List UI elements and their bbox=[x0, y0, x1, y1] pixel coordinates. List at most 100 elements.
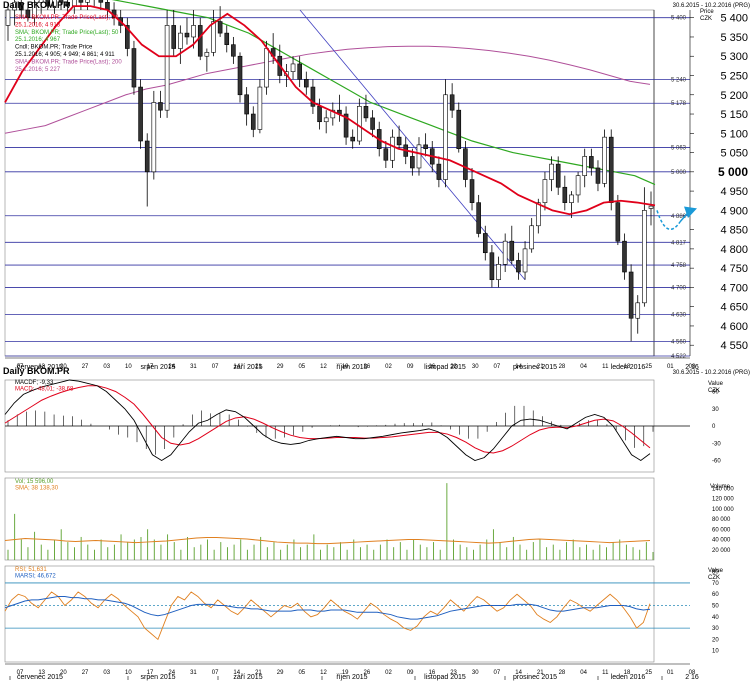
date-range-lower: 30.6.2015 - 10.2.2016 (PRG) bbox=[673, 370, 750, 376]
candle-body bbox=[18, 1, 24, 11]
candle-body bbox=[357, 106, 362, 142]
candle-body bbox=[131, 48, 137, 88]
candle-body bbox=[310, 86, 316, 107]
x-tick-label-bottom: 02 bbox=[385, 670, 392, 676]
candle-body bbox=[536, 202, 541, 227]
candle-body bbox=[204, 52, 210, 57]
candle-body bbox=[303, 79, 309, 88]
x-tick-label-top: 14 bbox=[233, 364, 240, 370]
volume-plot-area bbox=[4, 477, 655, 561]
month-label-top: listopad 2015 bbox=[424, 364, 466, 371]
candle-body bbox=[178, 32, 183, 49]
volume-legend-entry: SMA; 38 138,30 bbox=[15, 486, 59, 492]
price-tick-label: 4 750 bbox=[720, 263, 748, 275]
rsi-tick-label: 20 bbox=[712, 637, 719, 643]
candle-body bbox=[125, 25, 130, 49]
candle-body bbox=[469, 179, 475, 203]
level-label: 5 400 bbox=[671, 16, 687, 22]
price-axis-unit: CZK bbox=[700, 16, 712, 22]
macd-axis-unit: CZK bbox=[708, 388, 720, 394]
candle-body bbox=[257, 86, 263, 130]
volume-tick-label: 140 000 bbox=[712, 486, 734, 492]
volume-legend-entry: Vol; 15 596,00 bbox=[15, 479, 54, 485]
x-tick-label-bottom: 07 bbox=[494, 670, 501, 676]
x-tick-label-top: 19 bbox=[342, 364, 349, 370]
candle-body bbox=[575, 175, 581, 196]
sma50-line bbox=[111, 0, 656, 186]
x-tick-label-top: 04 bbox=[580, 364, 587, 370]
candle-body bbox=[410, 156, 415, 169]
rsi-tick-label: 50 bbox=[712, 604, 719, 610]
candle-body bbox=[582, 156, 588, 176]
level-label: 4 886 bbox=[671, 214, 687, 220]
x-tick-label-bottom: 21 bbox=[255, 670, 262, 676]
legend-entry: 25.1.2016; 4 905; 4 949; 4 861; 4 911 bbox=[15, 52, 115, 58]
legend-entry: SMA; BKOM.PR; Trade Price(Last); 20 bbox=[15, 15, 119, 21]
rsi-tick-label: 80 bbox=[712, 570, 719, 576]
candle-body bbox=[71, 0, 77, 7]
legend-entry: 25.1.2016; 5 227 bbox=[15, 67, 61, 73]
candle-body bbox=[138, 86, 143, 142]
price-tick-label: 5 250 bbox=[720, 71, 748, 83]
level-label: 5 063 bbox=[671, 146, 687, 152]
x-tick-label-top: 07 bbox=[494, 364, 501, 370]
month-label-top: leden 2016 bbox=[611, 364, 646, 371]
x-tick-label-top: 30 bbox=[472, 364, 479, 370]
candle-body bbox=[25, 9, 31, 19]
legend-entry: Cndl; BKOM.PR; Trade Price bbox=[15, 45, 93, 51]
x-tick-label-bottom: 07 bbox=[212, 670, 219, 676]
candle-body bbox=[290, 63, 296, 72]
month-label-bottom: 2 16 bbox=[685, 674, 699, 681]
month-label-bottom: září 2015 bbox=[233, 674, 262, 681]
x-tick-label-top: 07 bbox=[212, 364, 219, 370]
x-tick-label-bottom: 24 bbox=[168, 670, 175, 676]
candle-body bbox=[463, 148, 468, 180]
month-label-top: 2 16 bbox=[685, 364, 699, 371]
volume-panel: 20 000 40 000 60 000 80 000 100 000 120 000 14… bbox=[4, 477, 734, 561]
x-tick-label-bottom: 14 bbox=[515, 670, 522, 676]
candle-body bbox=[171, 25, 177, 49]
candle-body bbox=[595, 167, 601, 184]
volume-tick-label: 40 000 bbox=[712, 538, 731, 544]
month-label-top: červenec 2015 bbox=[17, 364, 63, 371]
candle-body bbox=[151, 102, 157, 173]
x-tick-label-top: 07 bbox=[17, 364, 24, 370]
x-tick-label-top: 25 bbox=[645, 364, 652, 370]
x-tick-label-bottom: 21 bbox=[537, 670, 544, 676]
month-label-top: říjen 2015 bbox=[336, 364, 367, 371]
candle-body bbox=[549, 163, 554, 180]
x-tick-label-top: 11 bbox=[602, 364, 609, 370]
x-tick-label-top: 21 bbox=[537, 364, 544, 370]
level-label: 5 240 bbox=[671, 77, 687, 83]
level-label: 4 522 bbox=[671, 354, 687, 360]
rsi-tick-label: 30 bbox=[712, 626, 719, 632]
x-tick-label-bottom: 16 bbox=[429, 670, 436, 676]
price-tick-label: 5 350 bbox=[720, 32, 748, 44]
candle-body bbox=[602, 136, 607, 184]
volume-tick-label: 120 000 bbox=[712, 497, 734, 503]
x-tick-label-bottom: 13 bbox=[38, 670, 45, 676]
month-label-bottom: prosinec 2015 bbox=[513, 674, 557, 681]
macd-tick-label: 0 bbox=[712, 424, 716, 430]
candle-body bbox=[529, 225, 534, 250]
rsi-axis-unit: CZK bbox=[708, 575, 720, 581]
x-tick-label-bottom: 25 bbox=[645, 670, 652, 676]
candle-body bbox=[555, 163, 561, 188]
candle-body bbox=[217, 21, 223, 34]
x-tick-label-bottom: 08 bbox=[689, 670, 696, 676]
candle-body bbox=[509, 240, 515, 261]
x-tick-label-top: 03 bbox=[103, 364, 110, 370]
x-tick-label-top: 17 bbox=[147, 364, 154, 370]
x-tick-label-bottom: 27 bbox=[82, 670, 89, 676]
projection-path bbox=[656, 210, 681, 231]
candle-body bbox=[343, 113, 349, 138]
macd-signal-line bbox=[4, 385, 651, 454]
candle-body bbox=[436, 163, 442, 180]
x-axis: 07 13 20 27 03 10 17 24 31 07 14 21 29 05 12 19 26 02 09 16… bbox=[5, 357, 699, 681]
candle-body bbox=[542, 179, 548, 203]
candle-body bbox=[423, 144, 428, 150]
candle-body bbox=[224, 32, 230, 45]
candle-body bbox=[569, 194, 574, 203]
x-tick-label-bottom: 30 bbox=[472, 670, 479, 676]
